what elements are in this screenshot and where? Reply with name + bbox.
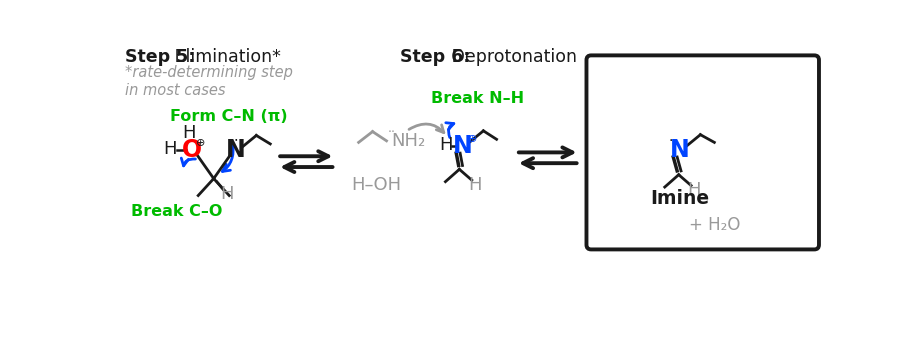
- Text: ⊕: ⊕: [468, 134, 477, 144]
- Text: Break N–H: Break N–H: [431, 91, 524, 106]
- FancyArrowPatch shape: [181, 158, 195, 166]
- Text: Imine: Imine: [650, 189, 710, 208]
- FancyArrowPatch shape: [409, 124, 444, 133]
- Text: H: H: [182, 124, 196, 142]
- Text: Elimination*: Elimination*: [169, 48, 280, 66]
- Text: H: H: [687, 181, 701, 199]
- FancyArrowPatch shape: [446, 123, 453, 137]
- Text: ⋅⋅: ⋅⋅: [388, 126, 396, 139]
- Text: NH₂: NH₂: [391, 132, 425, 150]
- Text: Step 6:: Step 6:: [399, 48, 470, 66]
- Text: O: O: [182, 138, 202, 162]
- Text: N: N: [226, 138, 246, 162]
- Text: ⋅⋅: ⋅⋅: [230, 132, 239, 147]
- Text: *rate-determining step
in most cases: *rate-determining step in most cases: [125, 65, 293, 98]
- Text: N: N: [453, 134, 474, 158]
- Text: H: H: [440, 136, 453, 154]
- FancyArrowPatch shape: [223, 144, 234, 171]
- Text: Step 5:: Step 5:: [125, 48, 196, 66]
- Text: H–OH: H–OH: [351, 176, 401, 194]
- Text: Form C–N (π): Form C–N (π): [170, 109, 288, 125]
- Text: ⊕: ⊕: [196, 138, 205, 148]
- Text: N: N: [671, 138, 690, 162]
- Text: H: H: [220, 185, 234, 203]
- Text: Deprotonation: Deprotonation: [446, 48, 577, 66]
- Text: ⋅⋅: ⋅⋅: [668, 134, 677, 148]
- Text: + H₂O: + H₂O: [690, 216, 741, 234]
- Text: Break C–O: Break C–O: [131, 204, 223, 219]
- Text: H: H: [468, 176, 482, 194]
- FancyBboxPatch shape: [586, 55, 819, 249]
- Text: H: H: [164, 139, 177, 157]
